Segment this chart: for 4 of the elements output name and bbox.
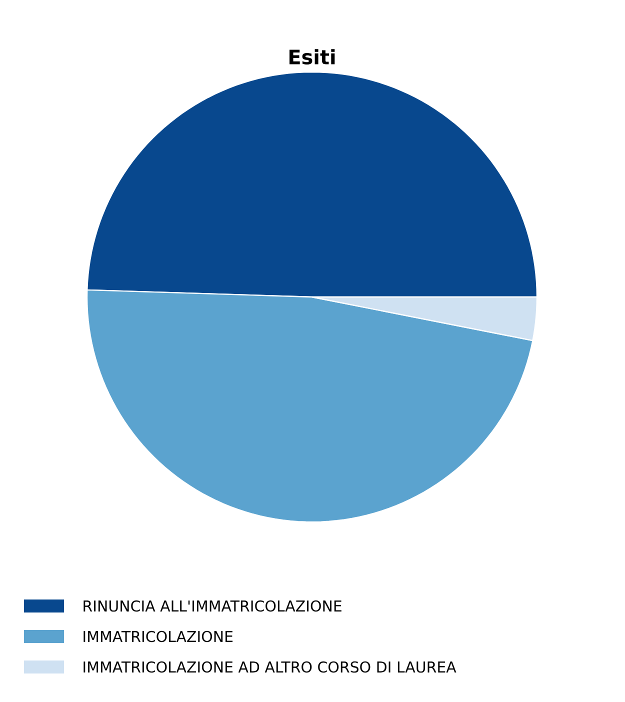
chart-title: Esiti [290, 49, 335, 64]
legend-label: RINUNCIA ALL'IMMATRICOLAZIONE [84, 600, 342, 612]
legend-label: IMMATRICOLAZIONE AD ALTRO CORSO DI LAUREA [84, 661, 456, 673]
legend-label: IMMATRICOLAZIONE [84, 630, 233, 642]
